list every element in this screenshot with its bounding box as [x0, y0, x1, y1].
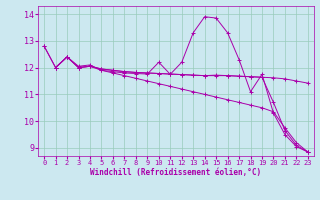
X-axis label: Windchill (Refroidissement éolien,°C): Windchill (Refroidissement éolien,°C)	[91, 168, 261, 177]
